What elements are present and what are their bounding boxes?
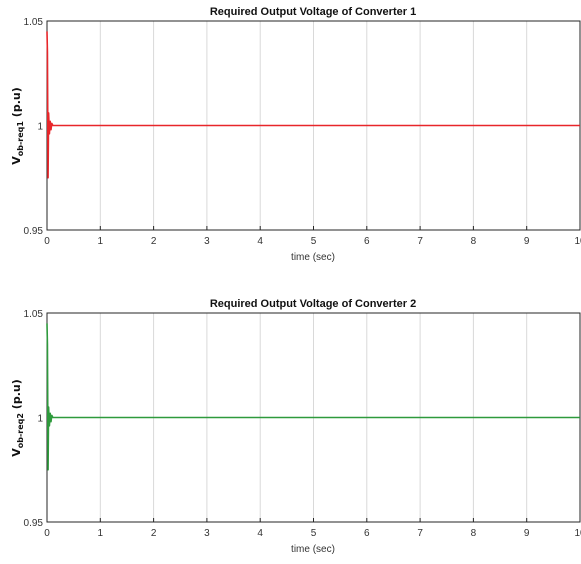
- x-tick-label-2-3: 3: [204, 528, 210, 539]
- chart-panel-1: Required Output Voltage of Converter 1 0…: [10, 6, 581, 263]
- y-tick-label-1-0: 0.95: [24, 226, 44, 237]
- y-axis-label-suffix-1: (p.u): [10, 87, 23, 121]
- x-tick-label-2-7: 7: [417, 528, 423, 539]
- x-tick-label-1-3: 3: [204, 236, 210, 247]
- y-axis-label-2: Vob-req2 (p.u): [10, 379, 25, 457]
- x-tick-label-2-0: 0: [44, 528, 50, 539]
- y-axis-label-main-1: V: [10, 156, 23, 165]
- x-axis-label-1: time (sec): [291, 252, 335, 263]
- y-axis-label-subscript-1: ob-req1: [16, 121, 25, 157]
- y-axis-label-main-2: V: [10, 448, 23, 457]
- y-axis-label-suffix-2: (p.u): [10, 379, 23, 413]
- series-line-2: [46, 323, 580, 471]
- x-tick-label-1-0: 0: [44, 236, 50, 247]
- y-tick-label-1-2: 1.05: [24, 17, 44, 28]
- y-tick-label-2-0: 0.95: [24, 518, 44, 529]
- x-axis-label-2: time (sec): [291, 544, 335, 555]
- x-tick-label-1-1: 1: [98, 236, 104, 247]
- x-tick-label-1-10: 10: [574, 236, 581, 247]
- x-tick-label-2-10: 10: [574, 528, 581, 539]
- x-ticks-1: 0 1 2 3 4 5 6 7 8 9 10: [44, 226, 581, 247]
- x-tick-label-1-6: 6: [364, 236, 370, 247]
- x-tick-label-2-6: 6: [364, 528, 370, 539]
- x-ticks-2: 0 1 2 3 4 5 6 7 8 9 10: [44, 518, 581, 539]
- x-tick-label-2-4: 4: [257, 528, 263, 539]
- chart-title-2: Required Output Voltage of Converter 2: [210, 298, 416, 310]
- y-axis-label-1: Vob-req1 (p.u): [10, 87, 25, 165]
- series-line-1: [46, 31, 580, 179]
- y-tick-label-1-1: 1: [37, 122, 43, 133]
- x-tick-label-2-1: 1: [98, 528, 104, 539]
- series-1: [46, 31, 580, 179]
- chart-title-1: Required Output Voltage of Converter 1: [210, 6, 416, 18]
- x-tick-label-2-5: 5: [311, 528, 317, 539]
- x-tick-label-1-4: 4: [257, 236, 263, 247]
- x-tick-label-2-9: 9: [524, 528, 530, 539]
- x-tick-label-2-2: 2: [151, 528, 157, 539]
- x-tick-label-1-8: 8: [471, 236, 477, 247]
- y-axis-label-subscript-2: ob-req2: [16, 413, 25, 448]
- x-tick-label-1-7: 7: [417, 236, 423, 247]
- series-2: [46, 323, 580, 471]
- x-tick-label-1-9: 9: [524, 236, 530, 247]
- y-tick-label-2-2: 1.05: [24, 309, 44, 320]
- chart-panel-2: Required Output Voltage of Converter 2 0…: [10, 298, 581, 555]
- y-tick-label-2-1: 1: [37, 414, 43, 425]
- x-tick-label-1-5: 5: [311, 236, 317, 247]
- x-tick-label-2-8: 8: [471, 528, 477, 539]
- x-tick-label-1-2: 2: [151, 236, 157, 247]
